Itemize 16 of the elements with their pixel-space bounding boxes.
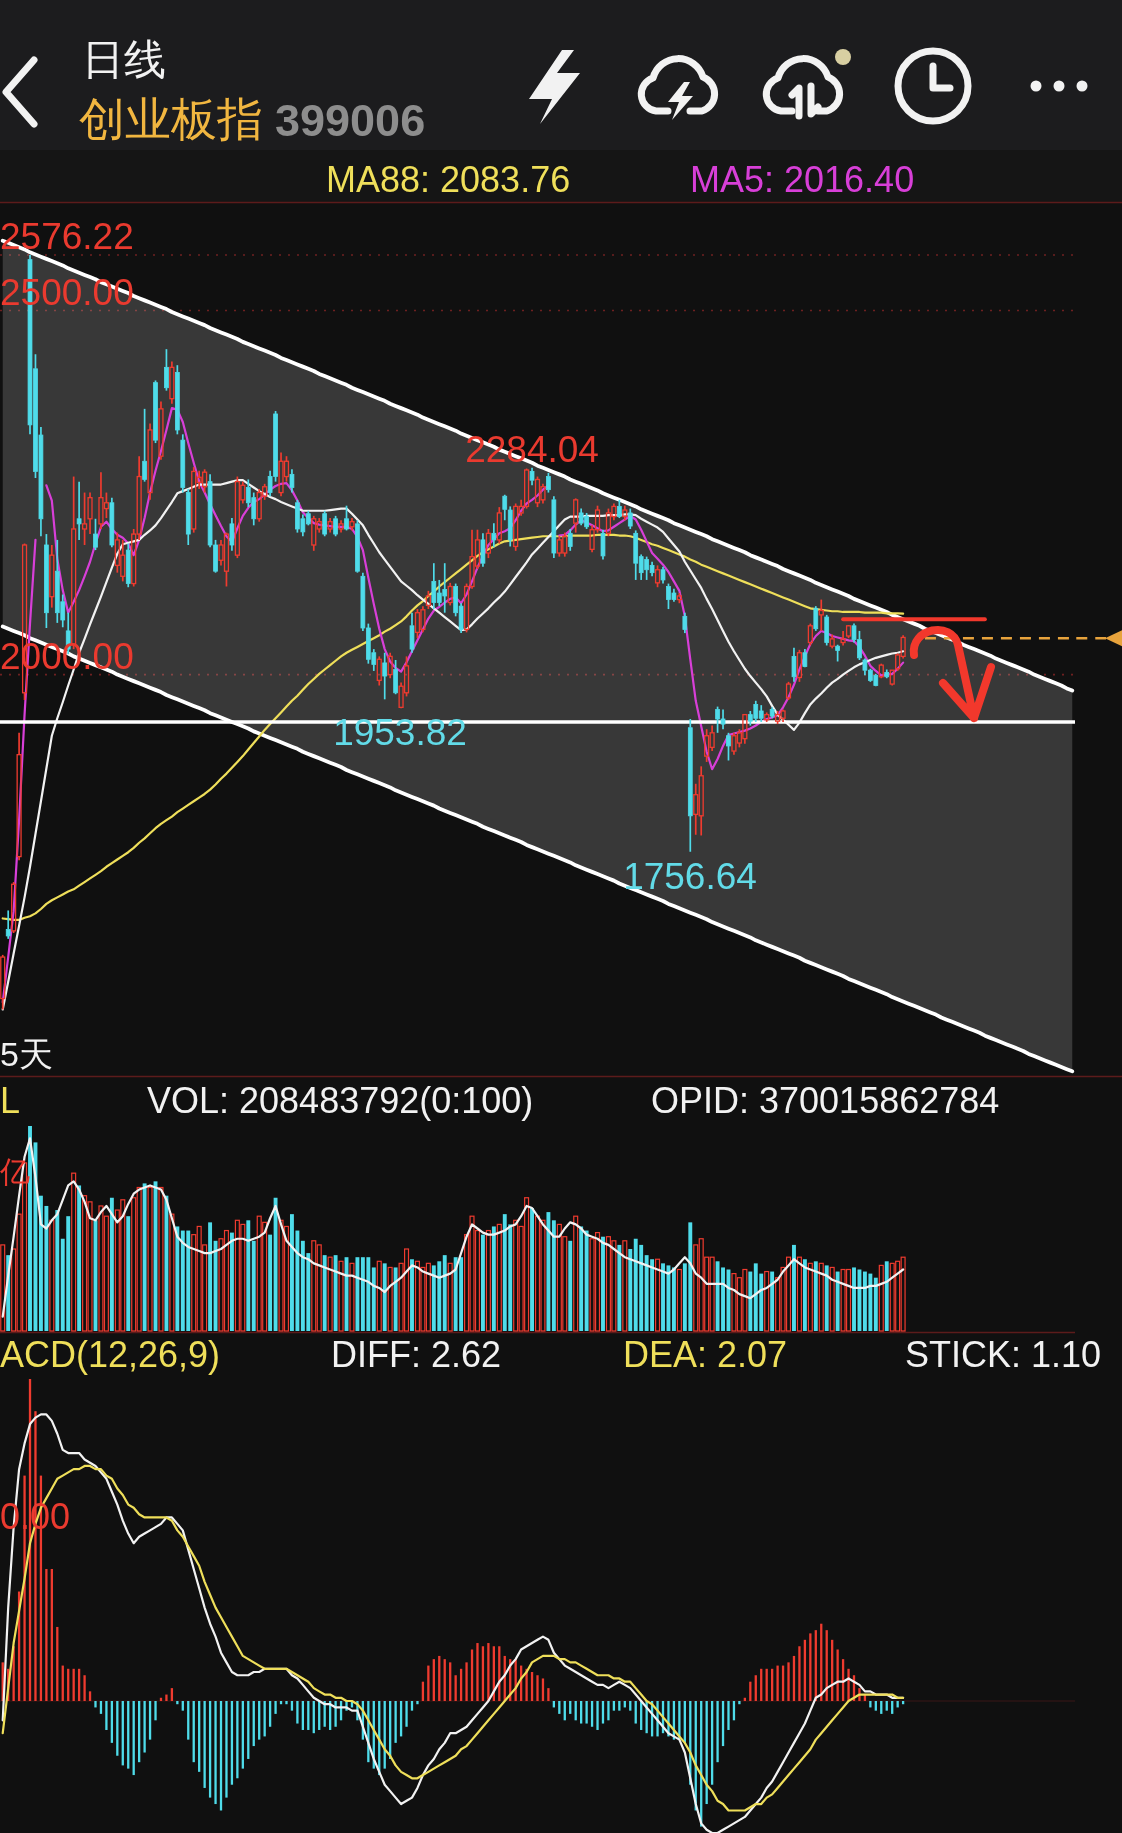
chart-title: L xyxy=(0,1080,21,1121)
annotation: 1756.64 xyxy=(623,856,757,897)
y-tick-label: 2576.22 xyxy=(0,216,134,258)
chart-title: ACD(12,26,9) xyxy=(0,1334,221,1375)
text: DIFF: 2.62 xyxy=(331,1334,502,1375)
text: STICK: 1.10 xyxy=(905,1334,1102,1375)
text: MA5: 2016.40 xyxy=(690,159,915,200)
chart-title: 创业板指 xyxy=(79,93,263,145)
annotation: 1953.82 xyxy=(333,712,467,753)
text: VOL: 208483792(0:100) xyxy=(147,1080,534,1121)
text: DEA: 2.07 xyxy=(623,1334,788,1375)
annotation: 5天 xyxy=(0,1035,53,1073)
text: MA88: 2083.76 xyxy=(326,159,571,200)
text: 399006 xyxy=(275,95,426,146)
chart-subtitle: 日线 xyxy=(82,36,166,83)
text: OPID: 370015862784 xyxy=(651,1080,1000,1121)
